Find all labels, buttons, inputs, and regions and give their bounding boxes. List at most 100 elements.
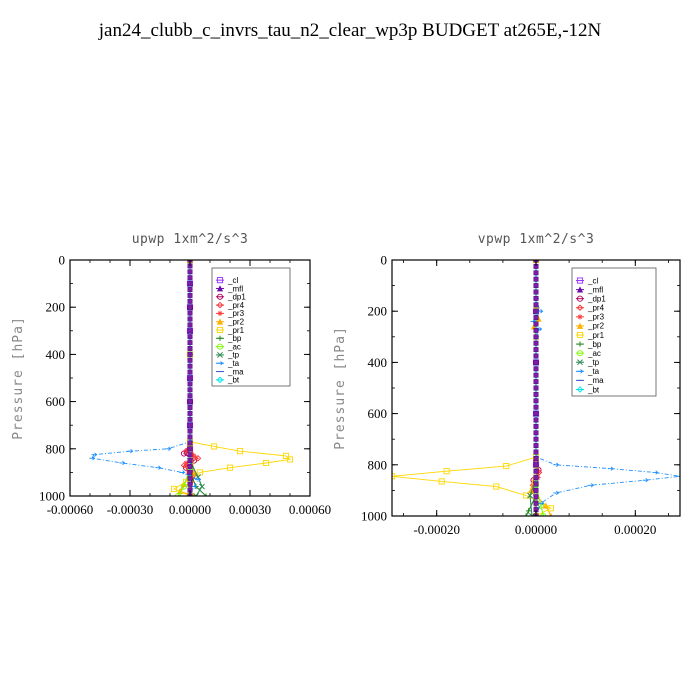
y-tick-label: 600 <box>46 394 66 409</box>
data-point-cl-stack <box>533 340 539 346</box>
legend-marker-ta <box>577 369 584 374</box>
legend-label-cl: _cl <box>587 276 598 285</box>
data-point-ta <box>179 470 186 475</box>
data-point-cl-stack <box>533 468 539 474</box>
data-point-cl-stack <box>533 500 539 506</box>
data-point-cl-stack <box>187 298 193 304</box>
legend-label-ac: _ac <box>587 349 601 358</box>
y-tick-label: 800 <box>368 457 388 472</box>
legend-label-ta: _ta <box>587 367 600 376</box>
data-point-pr1 <box>286 456 294 463</box>
legend-label-pr1: _pr1 <box>587 331 605 340</box>
legend-label-pr4: _pr4 <box>227 301 245 310</box>
data-point-pr1 <box>392 473 396 480</box>
x-tick-label: 0.00030 <box>229 502 271 517</box>
data-point-cl-stack <box>533 347 539 353</box>
legend-marker-mfl <box>216 285 224 292</box>
legend-marker-pr4 <box>216 301 224 309</box>
data-point-cl-stack <box>187 281 193 287</box>
y-tick-label: 200 <box>368 304 388 319</box>
data-point-cl-stack <box>187 405 193 410</box>
legend-marker-ac <box>576 350 584 357</box>
data-point-cl-stack <box>187 434 193 440</box>
legend-marker-ta <box>217 361 224 366</box>
x-tick-label: 0.00000 <box>515 522 557 537</box>
data-point-ta <box>553 462 560 467</box>
legend-label-bp: _bp <box>587 340 602 349</box>
data-point-cl-stack <box>533 327 539 333</box>
legend-marker-pr3 <box>577 314 583 320</box>
x-tick-label: 0.00000 <box>169 502 211 517</box>
data-point-cl-stack <box>533 308 539 314</box>
legend-label-bt: _bt <box>227 376 240 385</box>
legend-label-dp1: _dp1 <box>227 293 246 302</box>
legend-label-pr4: _pr4 <box>587 304 605 313</box>
data-point-cl-stack <box>187 357 193 363</box>
data-point-cl-stack <box>533 462 539 468</box>
data-point-cl-stack <box>187 316 193 322</box>
data-point-ta <box>165 446 172 451</box>
legend-marker-cl <box>576 277 584 284</box>
data-point-cl-stack <box>187 475 193 481</box>
y-tick-label: 400 <box>46 347 66 362</box>
data-point-ac <box>540 512 547 516</box>
data-point-cl-stack <box>187 351 193 357</box>
data-point-tp <box>193 493 199 496</box>
data-point-cl-stack <box>187 269 193 275</box>
data-point-cl-stack <box>533 270 539 276</box>
data-point-pr1 <box>226 464 234 471</box>
data-point-pr3 <box>191 453 197 459</box>
legend-marker-mfl <box>576 286 584 293</box>
legend-marker-bt <box>216 376 224 384</box>
data-point-ta <box>91 452 98 457</box>
y-tick-label: 1000 <box>361 509 387 524</box>
legend-label-pr2: _pr2 <box>227 317 245 326</box>
data-point-cl-stack <box>187 369 193 375</box>
legend-label-mfl: _mfl <box>227 284 243 293</box>
legend-label-tp: _tp <box>587 358 600 367</box>
x-tick-label: -0.00030 <box>107 502 154 517</box>
data-point-cl-stack <box>533 295 539 301</box>
data-point-ta <box>538 501 545 506</box>
data-point-cl-stack <box>533 423 539 429</box>
legend-label-dp1: _dp1 <box>587 294 606 303</box>
data-point-cl-stack <box>187 458 193 464</box>
legend-label-ta: _ta <box>227 359 240 368</box>
legend-label-pr2: _pr2 <box>587 322 605 331</box>
legend-label-tp: _tp <box>227 351 240 360</box>
data-point-cl-stack <box>187 287 193 292</box>
data-point-cl-stack <box>533 449 539 455</box>
data-point-pr4 <box>194 455 202 462</box>
legend-marker-dp1 <box>216 293 224 300</box>
y-tick-label: 400 <box>368 355 388 370</box>
data-point-ta <box>588 483 594 488</box>
data-point-cl-stack <box>533 289 539 295</box>
data-point-ta <box>127 449 134 454</box>
x-tick-label: 0.00060 <box>289 502 331 517</box>
data-point-pr1 <box>210 443 218 450</box>
data-point-cl-stack <box>533 411 539 417</box>
panel-vpwp: vpwp 1xm^2/s^3 Pressure [hPa] 0 200 400 600 80… <box>333 232 681 537</box>
series-group <box>392 260 680 516</box>
data-point-cl-stack <box>533 391 539 397</box>
legend-marker-cl <box>216 277 224 284</box>
data-point-cl-stack <box>533 455 539 461</box>
data-point-cl-stack <box>187 464 193 469</box>
y-tick-label: 0 <box>381 253 388 268</box>
data-point-cl-stack <box>187 334 193 340</box>
data-point-pr1 <box>170 485 178 492</box>
data-point-ta <box>652 470 659 475</box>
data-point-cl-stack <box>533 404 539 410</box>
legend-label-bt: _bt <box>587 385 600 394</box>
legend-label-cl: _cl <box>227 276 238 285</box>
legend: _cl_mfl_dp1_pr4_pr3_pr2_pr1_bp_ac_tp_ta_… <box>571 267 657 397</box>
data-point-cl-stack <box>187 381 193 387</box>
legend-label-pr3: _pr3 <box>227 309 245 318</box>
y-axis-label: Pressure [hPa] <box>11 316 26 440</box>
data-point-cl-stack <box>533 283 539 289</box>
data-point-cl-stack <box>533 430 539 436</box>
data-point-cl-stack <box>187 469 193 475</box>
legend-label-pr3: _pr3 <box>587 313 605 322</box>
data-point-cl-stack <box>533 494 539 500</box>
